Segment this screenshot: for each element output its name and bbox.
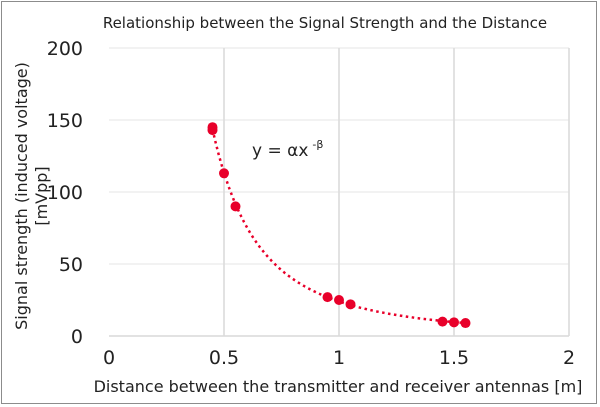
chart-title: Relationship between the Signal Strength…: [103, 14, 547, 32]
y-tick-label: 100: [47, 182, 83, 204]
data-point: [437, 316, 448, 327]
x-tick-label: 1.5: [439, 347, 469, 369]
data-point: [334, 295, 344, 305]
y-tick-label: 200: [47, 38, 83, 60]
y-axis-label-line1: Signal strength (induced voltage): [12, 62, 31, 330]
x-tick-label: 0: [103, 347, 115, 369]
data-point: [345, 299, 356, 310]
y-tick-label: 0: [71, 326, 83, 348]
y-tick-label: 50: [59, 254, 83, 276]
equation-annotation: y = αx -β: [252, 138, 323, 161]
data-point: [449, 317, 459, 328]
data-point: [460, 318, 471, 329]
x-tick-label: 0.5: [209, 347, 239, 369]
data-point: [219, 168, 229, 179]
data-point: [322, 292, 333, 303]
equation-superscript: -β: [312, 138, 323, 151]
x-axis-label: Distance between the transmitter and rec…: [94, 377, 583, 396]
y-tick-label: 150: [47, 110, 83, 132]
data-point: [207, 125, 218, 136]
x-tick-label: 1: [333, 347, 345, 369]
equation-base: y = αx: [252, 141, 308, 161]
y-axis-label-line2: [mVpp]: [32, 166, 51, 225]
x-tick-label: 2: [563, 347, 575, 369]
data-point: [230, 201, 241, 212]
